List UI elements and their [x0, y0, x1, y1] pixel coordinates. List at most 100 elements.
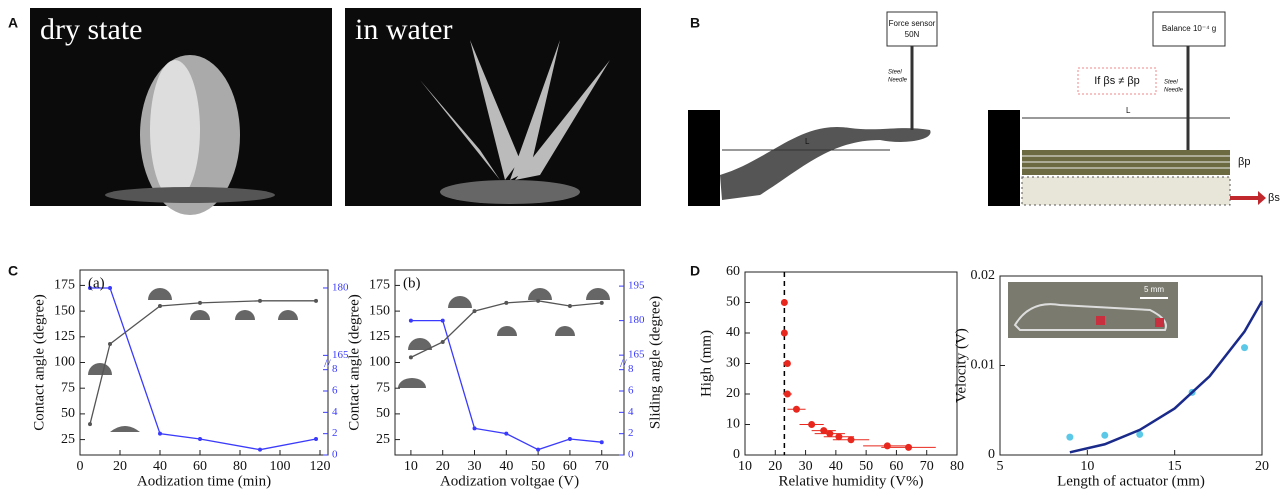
droplet [555, 326, 575, 336]
x-tick-label: 20 [113, 459, 127, 474]
y-tick-label: 75 [376, 380, 390, 395]
data-point [408, 318, 413, 323]
plot-frame [79, 269, 329, 456]
data-point [780, 329, 788, 337]
data-point [314, 298, 318, 303]
data-point [536, 447, 541, 452]
droplets [88, 288, 610, 432]
x-tick-label: 60 [563, 459, 577, 474]
data-point [905, 443, 913, 451]
diagram-label: If βs ≠ βp [1094, 75, 1140, 87]
y-tick-label: 100 [54, 355, 75, 370]
y-tick-label: 125 [369, 329, 390, 344]
data-point [567, 437, 572, 442]
petal [150, 60, 200, 200]
droplet [448, 296, 472, 308]
droplet [110, 426, 140, 432]
y-tick-label: 25 [376, 432, 390, 447]
panel-label: C [8, 263, 18, 279]
data-point [599, 440, 604, 445]
y-tick-label: 10 [726, 417, 740, 432]
x-tick-label: 30 [468, 459, 482, 474]
x-tick-label: 40 [153, 459, 167, 474]
data-point [1101, 431, 1109, 439]
y2-tick-label: 6 [628, 385, 634, 397]
y-tick-label: 0.02 [971, 268, 996, 283]
data-point [808, 421, 816, 428]
panel-label: B [690, 15, 700, 31]
data-point [440, 339, 445, 344]
data-point [536, 298, 541, 303]
layer-s [1021, 176, 1231, 206]
y2-tick-label: 165 [332, 349, 349, 361]
y-tick-label: 30 [726, 356, 740, 371]
data-point [472, 309, 477, 314]
x-tick-label: 70 [595, 459, 609, 474]
balance-box [1152, 11, 1226, 47]
y-tick-label: 0 [988, 447, 995, 462]
x-tick-label: 20 [436, 459, 450, 474]
data-point [567, 303, 572, 308]
clamp [688, 110, 720, 206]
diagram-label: Steel [1164, 80, 1178, 86]
data-point [883, 442, 891, 450]
x-tick-label: 80 [233, 459, 247, 474]
droplet [278, 310, 298, 320]
series-line [89, 300, 316, 425]
data-point [472, 426, 477, 431]
data-point [1136, 430, 1144, 438]
photo-caption: in water [355, 13, 452, 46]
actuator [1013, 303, 1167, 331]
photo-caption: dry state [40, 13, 142, 46]
x-tick-label: 10 [1080, 459, 1094, 474]
x-axis-label: Relative humidity (V%) [779, 473, 924, 489]
y-tick-label: 150 [369, 303, 390, 318]
x-tick-label: 120 [310, 459, 331, 474]
y2-tick-label: 6 [332, 385, 338, 397]
data-point [780, 299, 788, 306]
diagram-label: Steel [888, 70, 902, 76]
y2-tick-label: 2 [628, 427, 634, 439]
y-tick-label: 100 [369, 355, 390, 370]
marker [1096, 316, 1105, 325]
arrow [1230, 191, 1266, 205]
y-tick-label: 50 [376, 406, 390, 421]
actuator [720, 126, 931, 200]
x-tick-label: 5 [997, 459, 1004, 474]
y2-tick-label: 2 [332, 427, 338, 439]
x-tick-label: 80 [950, 459, 964, 474]
data-point [826, 430, 834, 438]
y-axis-label: Velocity (V) [953, 328, 969, 403]
data-point [408, 355, 413, 360]
diagram-label: βp [1238, 156, 1250, 168]
data-point [783, 360, 791, 367]
dish [105, 187, 275, 203]
y-tick-label: 60 [726, 264, 740, 279]
droplet [190, 310, 210, 320]
dish [440, 180, 580, 204]
panel-label: A [8, 15, 18, 31]
data-point [88, 285, 92, 290]
series-line [1069, 300, 1264, 454]
diagram-label: L [1126, 106, 1131, 115]
y2-tick-label: 4 [628, 406, 634, 418]
scale-label: 5 mm [1144, 285, 1164, 294]
y-tick-label: 25 [61, 432, 75, 447]
x-tick-label: 30 [799, 459, 813, 474]
x-tick-label: 40 [499, 459, 513, 474]
data-point [258, 298, 262, 303]
y2-tick-label: 165 [628, 349, 645, 361]
x-tick-label: 100 [270, 459, 291, 474]
data-point [108, 342, 112, 346]
y2-tick-label: 180 [332, 282, 349, 294]
droplet [235, 310, 255, 320]
data-point [847, 436, 855, 444]
panel-a: A dry state in water [8, 8, 641, 215]
x-tick-label: 20 [1255, 459, 1269, 474]
data-point [820, 427, 828, 435]
petals [420, 40, 610, 180]
droplet [408, 338, 432, 350]
panel-b: B Force sensor 50N Steel Needle L Balanc… [688, 11, 1280, 206]
x-tick-label: 10 [404, 459, 418, 474]
